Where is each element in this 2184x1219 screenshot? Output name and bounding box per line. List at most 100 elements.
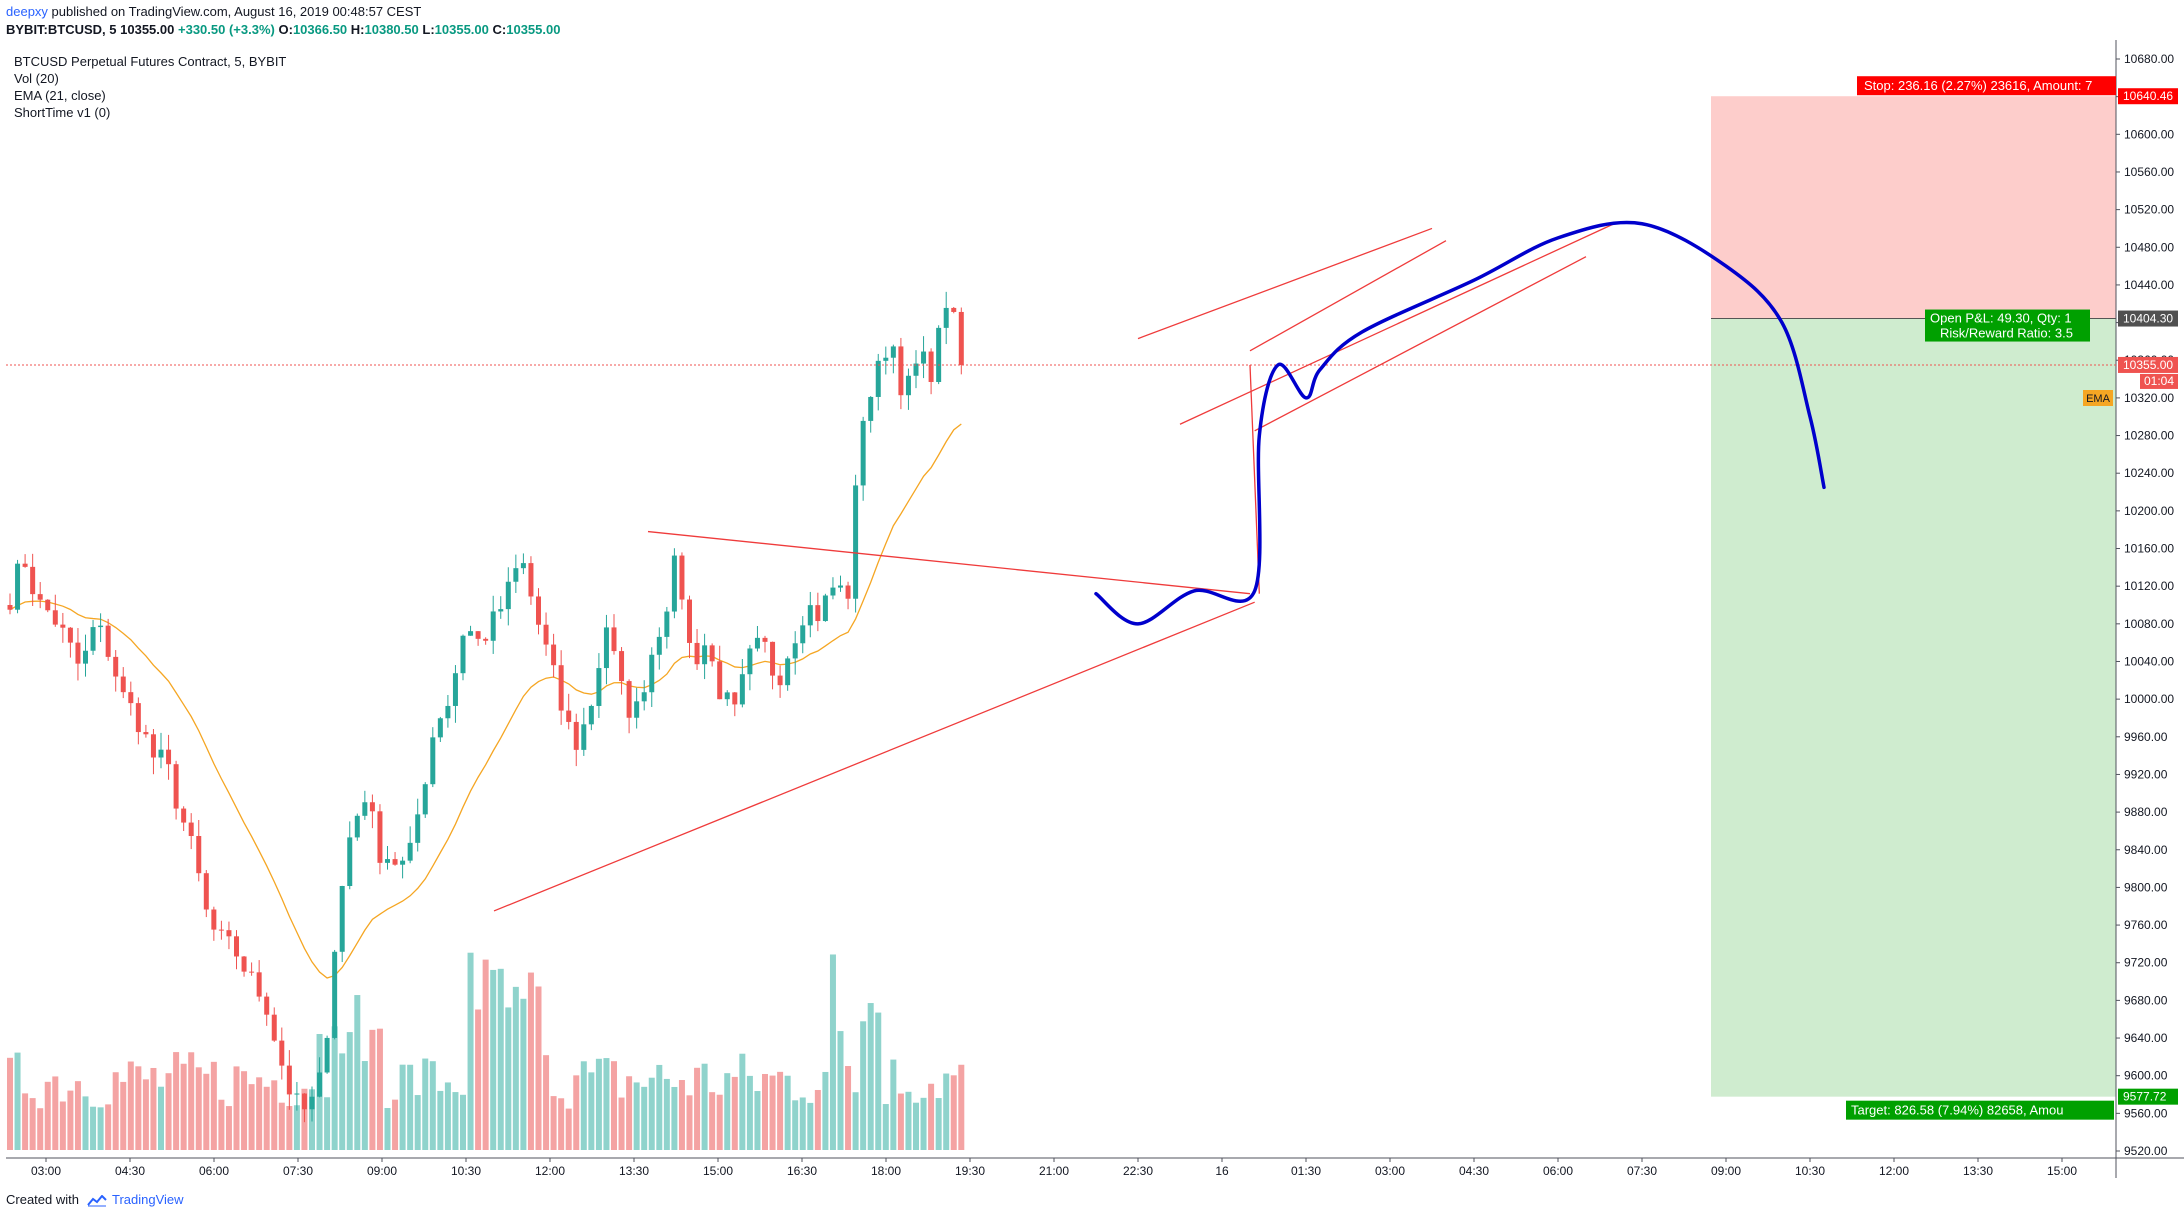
countdown-bg [2140, 373, 2178, 389]
volume-bar [746, 1075, 753, 1150]
projection-path[interactable] [1094, 220, 1826, 626]
volume-bar [543, 1055, 550, 1150]
candle-body [483, 638, 489, 641]
candle-body [543, 624, 549, 645]
volume-bar [875, 1012, 882, 1150]
volume-bar [324, 1097, 331, 1150]
candle-body [83, 650, 88, 664]
x-tick-label: 16:30 [787, 1164, 817, 1178]
trendline-wedge-upper-mid[interactable] [1249, 240, 1447, 352]
open-label: O: [278, 22, 293, 37]
stop-price-tag-bg [2118, 88, 2178, 105]
legend-vol[interactable]: Vol (20) [14, 71, 59, 86]
candle-body [113, 656, 119, 677]
trendline-triangle-bottom[interactable] [493, 601, 1255, 912]
y-tick-label: 10040.00 [2124, 654, 2174, 668]
candle-body [709, 645, 715, 662]
candle-body [90, 627, 96, 651]
stop-zone [1711, 96, 2116, 319]
volume-bar [158, 1086, 164, 1150]
volume-bar [150, 1067, 157, 1150]
author-link[interactable]: deepxy [6, 4, 48, 19]
stop-info-text: Stop: 236.16 (2.27%) 23616, Amount: 7 [1864, 78, 2092, 93]
volume-bar [407, 1064, 414, 1150]
volume-bar [611, 1061, 617, 1150]
volume-bar [127, 1061, 134, 1150]
y-tick-label: 9760.00 [2124, 918, 2168, 932]
volume-bar [799, 1097, 806, 1150]
volume-bar [22, 1093, 29, 1150]
low-value: 10355.00 [434, 22, 489, 37]
chart-legend: BTCUSD Perpetual Futures Contract, 5, BY… [14, 53, 286, 121]
volume-bar [754, 1091, 761, 1150]
candle-body [807, 605, 813, 626]
volume-bar [293, 1105, 300, 1150]
candle-body [958, 311, 964, 365]
y-tick-label: 10080.00 [2124, 617, 2174, 631]
volume-bar [263, 1086, 270, 1150]
volume-bar [112, 1072, 119, 1150]
candle-body [67, 627, 73, 643]
y-tick-label: 10120.00 [2124, 579, 2174, 593]
volume-bar [512, 986, 519, 1150]
candle-body [536, 596, 541, 625]
candle-body [437, 718, 443, 738]
volume-bar [376, 1028, 383, 1150]
volume-bar [354, 995, 361, 1150]
trendline-vertical-drop[interactable] [1249, 364, 1260, 594]
candle-body [649, 654, 655, 693]
last-price-tag-bg [2118, 356, 2178, 373]
candle-body [150, 734, 156, 758]
trendline-wedge-bottom[interactable] [1254, 256, 1587, 432]
trendline-triangle-top[interactable] [647, 530, 1251, 595]
candle-body [747, 648, 753, 675]
volume-bar [739, 1053, 746, 1150]
volume-bar [218, 1099, 225, 1150]
y-tick-label: 10600.00 [2124, 127, 2174, 141]
volume-bar [188, 1052, 195, 1150]
candle-body [324, 1037, 330, 1073]
volume-bar [950, 1075, 957, 1150]
candle-body [739, 674, 745, 705]
y-tick-label: 9720.00 [2124, 956, 2168, 970]
volume-bar [867, 1003, 874, 1150]
legend-ema[interactable]: EMA (21, close) [14, 88, 106, 103]
x-tick-label: 06:00 [199, 1164, 229, 1178]
volume-bar [928, 1083, 935, 1150]
volume-bar [731, 1076, 738, 1150]
x-tick-label: 03:00 [1375, 1164, 1405, 1178]
volume-bar [709, 1092, 716, 1150]
y-tick-label: 10160.00 [2124, 542, 2174, 556]
volume-bar [195, 1067, 202, 1150]
pnl-text: Open P&L: 49.30, Qty: 1 [1930, 311, 2072, 326]
candle-body [687, 599, 692, 643]
x-tick-label: 12:00 [535, 1164, 565, 1178]
legend-title[interactable]: BTCUSD Perpetual Futures Contract, 5, BY… [14, 54, 287, 69]
tradingview-brand[interactable]: TradingView [112, 1192, 184, 1207]
stop-info-bg [1857, 76, 2116, 96]
candle-body [770, 641, 776, 676]
low-label: L: [422, 22, 435, 37]
trendline-wedge-lower-mid[interactable] [1179, 223, 1615, 425]
candle-body [271, 1014, 277, 1041]
volume-bar [467, 952, 474, 1150]
volume-bar [527, 972, 534, 1150]
candle-body [822, 595, 828, 622]
candle-body [520, 563, 526, 569]
candle-body [400, 860, 406, 865]
symbol-bar: BYBIT:BTCUSD, 5 10355.00 +330.50 (+3.3%)… [6, 22, 560, 37]
trendline-wedge-top[interactable] [1137, 227, 1433, 340]
volume-bar [648, 1077, 655, 1150]
candle-body [256, 972, 262, 997]
candle-body [611, 627, 617, 652]
volume-bar [565, 1108, 572, 1150]
candle-body [460, 635, 466, 674]
candle-body [853, 485, 859, 599]
volume-bar [82, 1096, 89, 1150]
volume-bar [580, 1061, 587, 1150]
candle-body [452, 673, 458, 706]
legend-shorttime[interactable]: ShortTime v1 (0) [14, 105, 111, 120]
candle-body [581, 724, 587, 750]
candle-body [860, 420, 866, 486]
